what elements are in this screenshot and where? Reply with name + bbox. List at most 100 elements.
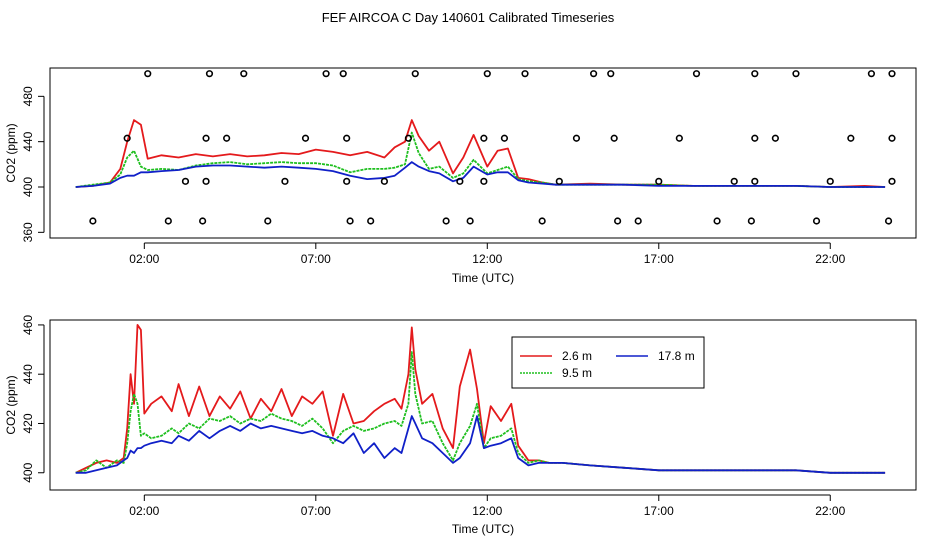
data-point: [675, 134, 683, 142]
series-line-17-8-m: [75, 415, 886, 474]
series-line-2-6-m: [75, 119, 886, 188]
x-tick-label: 02:00: [129, 504, 159, 518]
data-point: [240, 70, 248, 78]
y-tick-label: 400: [21, 177, 35, 197]
plot-area-bottom: [75, 323, 886, 474]
y-tick-label: 480: [21, 86, 35, 106]
data-point: [339, 70, 347, 78]
data-point: [888, 177, 896, 185]
figure-title: FEF AIRCOA C Day 140601 Calibrated Times…: [322, 10, 615, 25]
y-tick-label: 440: [21, 131, 35, 151]
data-point: [205, 70, 214, 78]
y-tick-label: 420: [21, 413, 35, 433]
data-point: [751, 70, 759, 78]
data-point: [634, 217, 642, 225]
panel-bottom: 400 420 440 460 02:00 07:00 12:00 17:00 22:00 T…: [4, 315, 917, 536]
legend-box: [511, 336, 705, 389]
y-tick-label: 360: [21, 222, 35, 242]
plot-area-top: [75, 70, 896, 225]
data-point: [590, 70, 598, 78]
data-point: [867, 70, 876, 78]
legend-label-2-6m: 2.6 m: [562, 349, 592, 363]
data-point: [442, 217, 450, 225]
data-point: [123, 134, 131, 142]
x-axis-label-top: Time (UTC): [452, 271, 514, 285]
y-axis-bottom: 400 420 440 460: [21, 315, 45, 483]
x-tick-label: 02:00: [129, 252, 159, 266]
data-point: [655, 177, 663, 185]
x-tick-label: 12:00: [472, 504, 502, 518]
data-point: [713, 217, 721, 225]
x-tick-label: 17:00: [644, 504, 674, 518]
data-point: [847, 134, 855, 142]
x-tick-label: 07:00: [301, 252, 331, 266]
series-markers: [89, 70, 896, 225]
x-tick-label: 07:00: [301, 504, 331, 518]
series-line-17-8-m: [75, 161, 886, 188]
data-point: [343, 177, 351, 185]
data-point: [343, 134, 351, 142]
data-point: [301, 134, 310, 142]
y-tick-label: 440: [21, 364, 35, 384]
data-point: [826, 177, 834, 185]
data-point: [607, 70, 615, 78]
data-point: [380, 177, 388, 185]
plot-frame-top: [49, 67, 917, 239]
x-tick-label: 12:00: [472, 252, 502, 266]
data-point: [888, 70, 896, 78]
data-point: [164, 217, 172, 225]
data-point: [751, 134, 759, 142]
data-point: [281, 177, 289, 185]
data-point: [144, 70, 152, 78]
plot-frame-bottom: [49, 319, 917, 491]
data-point: [367, 217, 375, 225]
data-point: [89, 217, 97, 225]
data-point: [223, 134, 231, 142]
data-point: [572, 134, 581, 142]
data-point: [202, 134, 210, 142]
data-point: [480, 177, 488, 185]
series-line-9-5-m: [75, 351, 886, 474]
data-point: [456, 177, 464, 185]
y-axis-top: 360 400 440 480: [21, 86, 45, 242]
data-point: [610, 134, 618, 142]
legend-label-17-8m: 17.8 m: [658, 349, 695, 363]
data-point: [466, 217, 474, 225]
series-line-2-6-m: [75, 323, 886, 474]
data-point: [199, 217, 207, 225]
x-axis-label-bottom: Time (UTC): [452, 522, 514, 536]
x-axis-bottom: 02:00 07:00 12:00 17:00 22:00: [129, 494, 846, 518]
data-point: [500, 134, 509, 142]
data-point: [771, 134, 779, 142]
data-point: [888, 134, 896, 142]
series-line-9-5-m: [75, 131, 886, 188]
y-axis-label-bottom: CO2 (ppm): [4, 375, 18, 434]
data-point: [555, 177, 563, 185]
data-point: [747, 217, 755, 225]
data-point: [521, 70, 529, 78]
data-point: [483, 70, 491, 78]
data-point: [730, 177, 738, 185]
x-axis-top: 02:00 07:00 12:00 17:00 22:00: [129, 242, 846, 266]
data-point: [322, 70, 330, 78]
data-point: [411, 70, 419, 78]
y-axis-label-top: CO2 (ppm): [4, 123, 18, 182]
data-point: [404, 134, 413, 142]
legend-label-9-5m: 9.5 m: [562, 366, 592, 380]
y-tick-label: 400: [21, 462, 35, 482]
data-point: [692, 70, 701, 78]
x-tick-label: 17:00: [644, 252, 674, 266]
legend: 2.6 m 17.8 m 9.5 m: [511, 336, 705, 389]
data-point: [346, 217, 354, 225]
data-point: [538, 217, 546, 225]
data-point: [181, 177, 190, 185]
x-tick-label: 22:00: [815, 504, 845, 518]
panel-top: 360 400 440 480 02:00 07:00 12:00 17:00 22:00 T…: [4, 67, 917, 285]
y-tick-label: 460: [21, 315, 35, 335]
data-point: [202, 177, 210, 185]
data-point: [751, 177, 759, 185]
x-tick-label: 22:00: [815, 252, 845, 266]
data-point: [264, 217, 272, 225]
data-point: [614, 217, 622, 225]
